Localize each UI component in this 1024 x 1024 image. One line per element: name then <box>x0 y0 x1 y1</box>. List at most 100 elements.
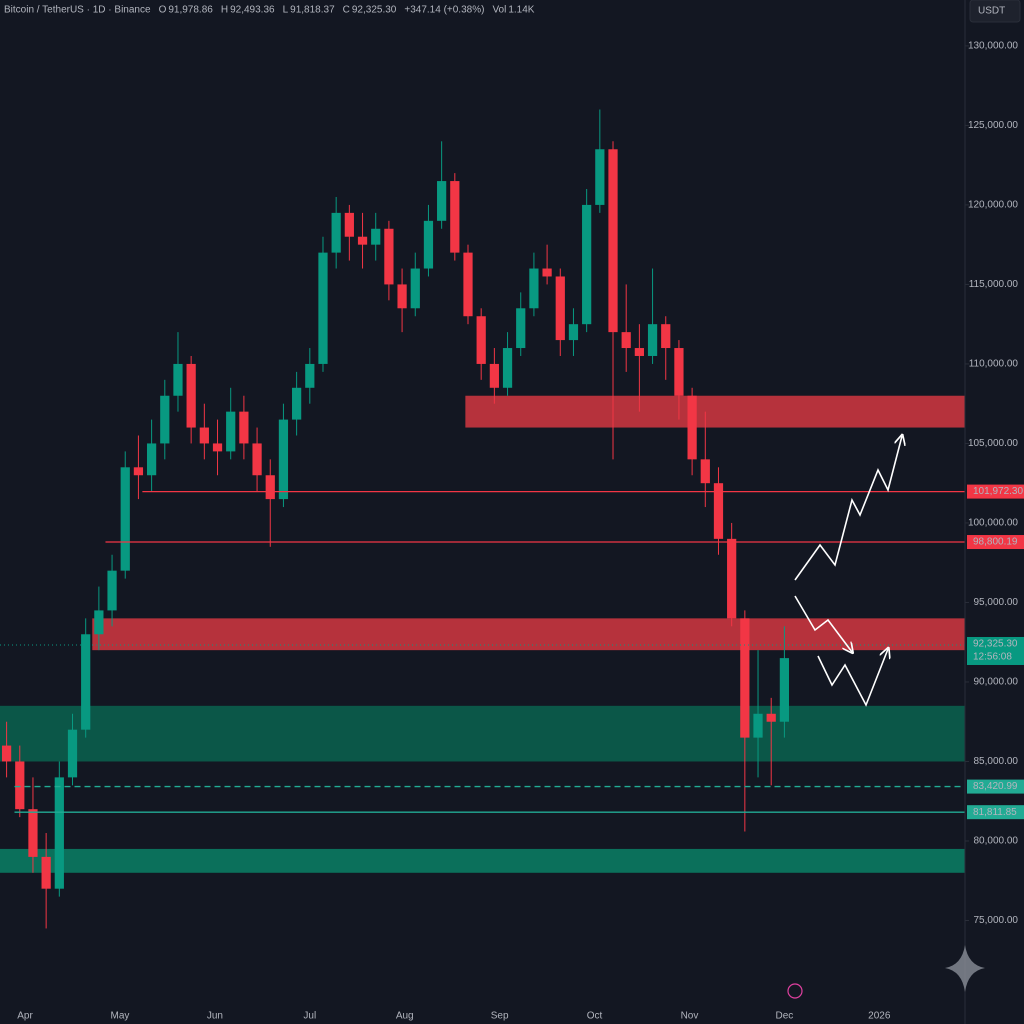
candle-body <box>437 181 447 221</box>
price-axis: 130,000.00 125,000.00 120,000.00 115,000.00… <box>965 41 1024 926</box>
field-value: 92,493.36 <box>230 5 275 16</box>
down-arrow <box>794 595 852 652</box>
candle-body <box>331 212 341 253</box>
field-label: H <box>221 5 228 16</box>
y-tick-label: 85,000.00 <box>974 756 1019 767</box>
field-label: L <box>283 5 289 16</box>
price-tag-label: 98,800.19 <box>973 537 1018 548</box>
x-tick-label: Sep <box>491 1011 509 1022</box>
y-tick-label: 115,000.00 <box>969 279 1019 290</box>
last-price-label: 92,325.30 <box>973 639 1018 650</box>
candle-body <box>463 252 473 317</box>
zone <box>0 705 965 762</box>
candle-body <box>226 411 236 452</box>
y-tick-label: 100,000.00 <box>968 518 1018 529</box>
candle-body <box>582 204 592 325</box>
x-tick-label: May <box>111 1011 130 1022</box>
candle-body <box>542 268 552 277</box>
field-label: C <box>343 5 350 16</box>
x-tick-label: Jun <box>207 1011 223 1022</box>
candle-body <box>120 467 130 571</box>
candle-body <box>529 268 539 309</box>
last-price-tag <box>967 636 1024 665</box>
currency-button[interactable] <box>969 0 1021 23</box>
candle-body <box>173 363 183 396</box>
price-tag-label: 81,811.85 <box>973 807 1017 818</box>
candle-body <box>41 856 51 889</box>
y-tick-label: 120,000.00 <box>968 200 1018 211</box>
candle-body <box>305 363 315 388</box>
zone <box>0 848 965 873</box>
watermark <box>945 945 985 992</box>
candle-body <box>28 809 38 857</box>
candle-body <box>608 149 618 333</box>
price-tag <box>967 805 1024 820</box>
field-value: 91,978.86 <box>168 5 213 16</box>
price-tag <box>967 779 1024 794</box>
candle-body <box>54 777 64 889</box>
candle-body <box>67 729 78 778</box>
field-label: Vol <box>492 5 506 16</box>
candle-body <box>555 276 565 341</box>
candle-body <box>344 212 354 237</box>
price-tag-label: 101,972.30 <box>973 486 1023 497</box>
candle-body <box>674 348 684 396</box>
candle-body <box>371 228 381 245</box>
event-icon[interactable] <box>787 983 803 999</box>
candle-body <box>423 220 434 269</box>
candle-body <box>81 634 91 730</box>
candle-body <box>278 419 289 500</box>
candle-body <box>133 467 144 476</box>
candle-body <box>239 411 249 444</box>
candle-body <box>713 483 724 539</box>
x-tick-label: Jul <box>303 1011 316 1022</box>
candle-body <box>410 268 420 309</box>
candle-body <box>595 149 605 205</box>
x-tick-label: 2026 <box>868 1011 891 1022</box>
candle-body <box>199 427 209 444</box>
candle-body <box>634 348 644 356</box>
x-tick-label: Dec <box>775 1011 793 1022</box>
candle-body <box>1 745 12 762</box>
price-tag <box>967 484 1024 499</box>
candle-body <box>766 713 776 722</box>
currency[interactable]: USDT <box>978 6 1005 17</box>
field-value: +347.14 (+0.38%) <box>404 5 484 16</box>
plot: Apr May Jun Jul Aug Sep Oct Nov Dec 2026 <box>0 109 965 1022</box>
candle-body <box>292 387 302 420</box>
field-value: 1.14K <box>508 5 534 16</box>
price-tag-label: 83,420.99 <box>973 781 1018 792</box>
candle-body <box>265 475 275 500</box>
candle-body <box>160 395 170 444</box>
candle-body <box>107 570 117 611</box>
y-tick-label: 110,000.00 <box>969 359 1019 370</box>
projection-arrows <box>794 436 902 707</box>
y-tick-label: 75,000.00 <box>974 915 1019 926</box>
x-tick-label: Apr <box>17 1011 33 1022</box>
candle-body <box>476 316 486 364</box>
up-arrow <box>794 436 902 581</box>
candle-body <box>727 538 737 619</box>
y-tick-label: 90,000.00 <box>974 677 1019 688</box>
y-tick-label: 125,000.00 <box>968 120 1018 131</box>
candle-body <box>740 618 750 738</box>
candle-body <box>397 284 407 309</box>
x-tick-label: Aug <box>396 1011 414 1022</box>
field-value: 92,325.30 <box>352 5 397 16</box>
candle-body <box>647 324 658 356</box>
candle-body <box>700 459 710 484</box>
y-tick-label: 80,000.00 <box>974 836 1019 847</box>
symbol: Bitcoin / TetherUS · 1D · Binance <box>4 5 151 16</box>
y-tick-label: 95,000.00 <box>974 597 1019 608</box>
candle-body <box>753 713 763 738</box>
candle-body <box>516 308 526 349</box>
candle-body <box>252 443 262 476</box>
x-tick-label: Oct <box>587 1011 603 1022</box>
candle-body <box>450 181 460 253</box>
candle-body <box>661 324 671 349</box>
y-tick-label: 105,000.00 <box>968 438 1018 449</box>
candle-body <box>489 363 499 388</box>
legend-header: Bitcoin / TetherUS · 1D · Binance O 91,978… <box>4 5 535 16</box>
candle-body <box>779 658 790 722</box>
